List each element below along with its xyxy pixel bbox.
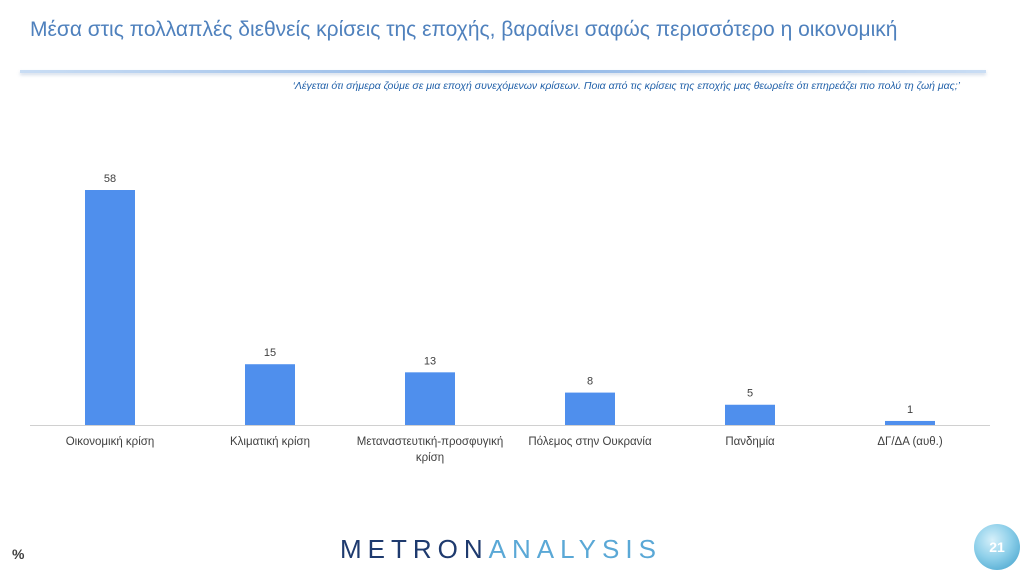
bar-2 (405, 372, 455, 425)
category-label-1-0: Κλιματική κρίση (230, 436, 310, 448)
data-label-2: 13 (424, 355, 436, 367)
data-label-0: 58 (104, 173, 116, 185)
category-label-4-0: Πανδημία (725, 436, 775, 448)
data-label-5: 1 (907, 404, 913, 416)
brand-logo-part-2: ANALYSIS (488, 534, 662, 564)
category-label-5-0: ΔΓ/ΔΑ (αυθ.) (877, 436, 942, 448)
page-number-badge: 21 (974, 524, 1020, 570)
category-label-2-1: κρίση (416, 452, 444, 464)
data-label-3: 8 (587, 376, 593, 388)
category-label-0-0: Οικονομική κρίση (66, 436, 155, 448)
survey-question: ‘Λέγεται ότι σήμερα ζούμε σε μια εποχή σ… (292, 80, 960, 92)
bar-4 (725, 404, 775, 425)
bar-0 (85, 190, 135, 425)
bar-5 (885, 420, 935, 425)
title-divider (20, 70, 986, 73)
brand-logo: METRONANALYSIS (340, 534, 662, 565)
category-label-2-0: Μεταναστευτική-προσφυγική (357, 436, 503, 448)
category-label-3-0: Πόλεμος στην Ουκρανία (528, 436, 652, 448)
data-label-1: 15 (264, 347, 276, 359)
data-label-4: 5 (747, 388, 753, 400)
page-title: Μέσα στις πολλαπλές διεθνείς κρίσεις της… (30, 18, 898, 41)
brand-logo-part-1: METRON (340, 534, 489, 564)
bar-3 (565, 392, 615, 425)
unit-label: % (12, 546, 25, 562)
bar-1 (245, 364, 295, 425)
